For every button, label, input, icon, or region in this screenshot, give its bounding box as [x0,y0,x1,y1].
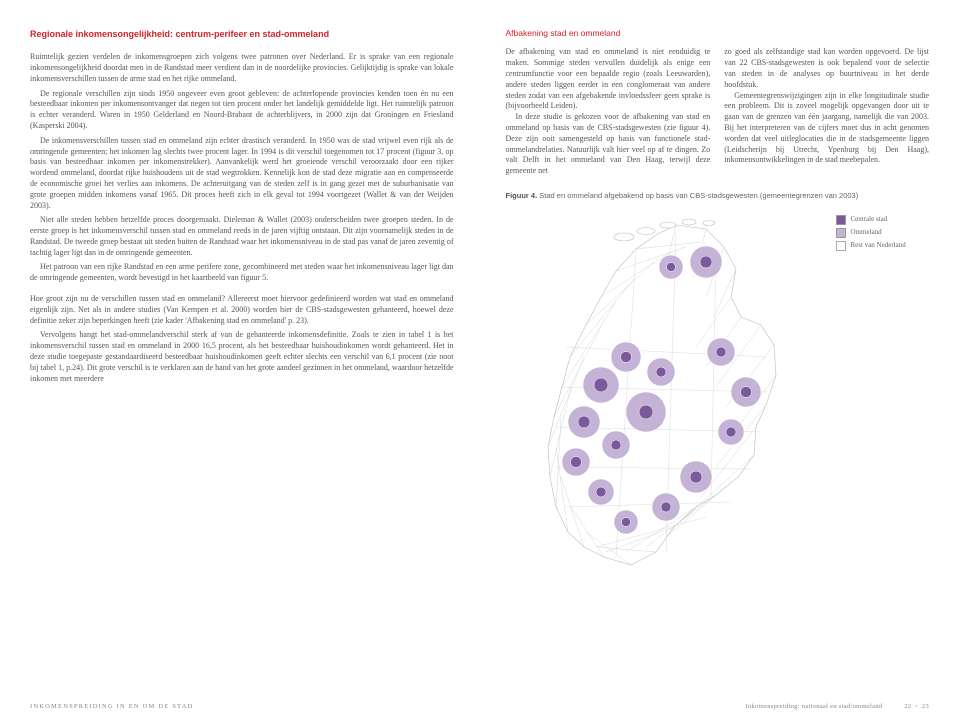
question-lead: Hoe groot zijn nu de verschillen tussen … [30,294,454,326]
left-page: Regionale inkomensongelijkheid: centrum-… [0,0,480,728]
paragraph: De inkomensverschillen tussen stad en om… [30,136,454,212]
two-column-text: De afbakening van stad en ommeland is ni… [506,47,930,177]
swatch-icon [836,215,846,225]
left-footer: INKOMENSPREIDING IN EN OM DE STAD [30,703,193,712]
map-legend: Centrale stad Ommeland Rest van Nederlan… [836,207,906,254]
column-a: De afbakening van stad en ommeland is ni… [506,47,711,177]
paragraph: Het patroon van een rijke Randstad en ee… [30,262,454,284]
right-page: Afbakening stad en ommeland De afbakenin… [480,0,959,728]
swatch-icon [836,228,846,238]
legend-item-centrale: Centrale stad [836,215,906,225]
paragraph: zo goed als zelfstandige stad kan worden… [724,47,929,90]
netherlands-map [506,207,826,587]
paragraph: In deze studie is gekozen voor de afbake… [506,112,711,177]
section-title: Regionale inkomensongelijkheid: centrum-… [30,28,454,40]
figure-caption: Figuur 4. Stad en ommeland afgebakend op… [506,191,930,201]
paragraph: De afbakening van stad en ommeland is ni… [506,47,711,112]
paragraph: Ruimtelijk gezien verdelen de inkomensgr… [30,52,454,84]
dot-icon: • [913,703,920,710]
paragraph: De regionale verschillen zijn sinds 1950… [30,89,454,132]
paragraph: Vervolgens hangt het stad-ommelandversch… [30,330,454,384]
legend-item-rest: Rest van Nederland [836,241,906,251]
paragraph: Gemeentegrenswijzigingen zijn in elke lo… [724,91,929,167]
figure-4-map: Centrale stad Ommeland Rest van Nederlan… [506,207,930,587]
subsection-title: Afbakening stad en ommeland [506,28,930,39]
swatch-icon [836,241,846,251]
legend-item-ommeland: Ommeland [836,228,906,238]
page-spread: Regionale inkomensongelijkheid: centrum-… [0,0,959,728]
left-body: Ruimtelijk gezien verdelen de inkomensgr… [30,52,454,388]
right-footer: Inkomenspreiding: nationaal en stad/omme… [746,703,929,712]
column-b: zo goed als zelfstandige stad kan worden… [724,47,929,177]
paragraph: Niet alle steden hebben hetzelfde proces… [30,215,454,258]
